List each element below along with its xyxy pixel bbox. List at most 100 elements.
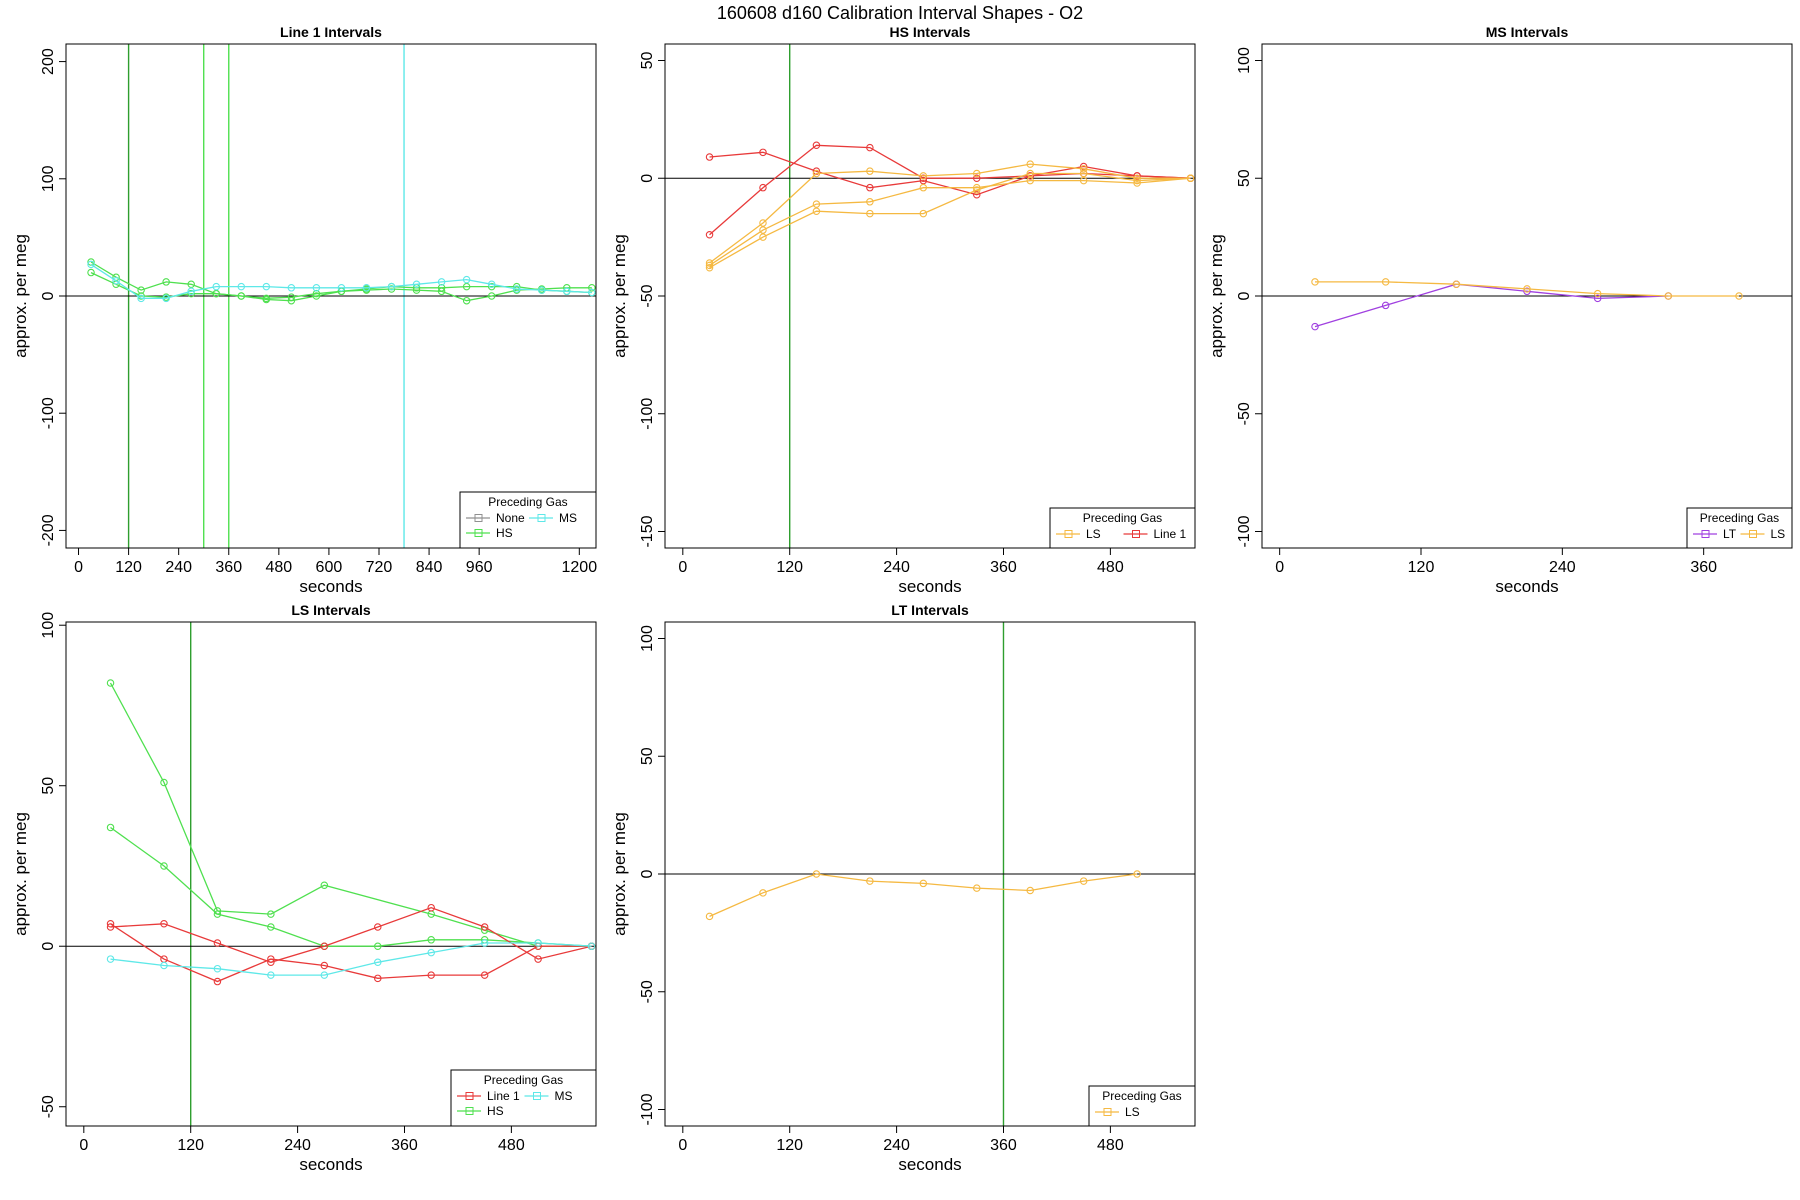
data-point (462, 296, 471, 305)
data-point (588, 284, 596, 292)
data-point (973, 186, 981, 194)
data-point (1133, 179, 1141, 187)
plot-frame (664, 43, 1196, 549)
data-point (1026, 886, 1034, 895)
data-point (320, 881, 329, 889)
x-tick-label: 720 (366, 559, 393, 576)
data-point (866, 209, 874, 218)
series-line (110, 942, 592, 976)
x-tick-label: 0 (678, 1137, 687, 1154)
x-tick-label: 240 (165, 559, 192, 576)
data-point (534, 939, 542, 947)
series-line (110, 907, 592, 963)
data-point (1133, 172, 1141, 180)
data-point (160, 961, 168, 970)
data-point (106, 679, 115, 687)
legend-title: Preceding Gas (1102, 1089, 1181, 1103)
legend-entry: MS (524, 1089, 573, 1103)
plot-area (665, 622, 1195, 1126)
y-tick-label: 0 (1236, 291, 1253, 300)
data-point (106, 955, 115, 963)
data-point (320, 971, 329, 979)
legend-label: LS (1086, 527, 1101, 541)
y-tick-label: 100 (40, 612, 57, 639)
data-point (427, 903, 435, 912)
data-point (287, 284, 296, 292)
legend-title: Preceding Gas (1700, 511, 1779, 525)
y-tick-label: 100 (40, 165, 57, 192)
plot-area (665, 44, 1195, 548)
data-point (312, 284, 321, 292)
data-point (973, 174, 981, 182)
legend: Preceding Gas LT LS (1686, 507, 1793, 549)
data-point (1311, 278, 1319, 286)
legend-label: LS (1771, 527, 1786, 541)
data-point (1133, 176, 1141, 185)
legend-square-icon (533, 1092, 541, 1100)
data-point (759, 148, 767, 157)
data-point (866, 167, 874, 175)
data-point (759, 219, 767, 227)
y-tick-label: 100 (1236, 47, 1253, 74)
legend-square-icon (1103, 1108, 1112, 1116)
x-tick-label: 120 (776, 559, 803, 576)
x-tick-label: 360 (990, 559, 1017, 576)
data-point (866, 198, 874, 206)
data-point (106, 920, 115, 928)
data-point (320, 961, 329, 970)
data-point (287, 296, 296, 305)
legend-square-icon (465, 1107, 474, 1115)
data-point (812, 169, 821, 178)
legend-entry: Line 1 (457, 1089, 520, 1103)
data-point (312, 292, 321, 300)
y-tick-label: -150 (639, 515, 656, 547)
data-point (1523, 285, 1531, 293)
series-line (110, 923, 592, 983)
data-point (320, 942, 329, 950)
series-line (110, 826, 592, 947)
data-point (212, 289, 220, 298)
y-tick-label: -100 (639, 398, 656, 430)
data-point (187, 289, 195, 298)
series-line (90, 263, 592, 299)
y-tick-label: -100 (639, 1093, 656, 1125)
data-point (1735, 292, 1743, 300)
plot-area (1262, 278, 1792, 331)
series-line (1314, 283, 1669, 328)
legend-box (459, 491, 597, 549)
data-point (534, 955, 542, 963)
data-point (106, 823, 115, 832)
y-tick-label: 0 (40, 942, 57, 951)
y-tick-label: 0 (40, 291, 57, 300)
data-point (187, 280, 195, 289)
legend: Preceding Gas Line 1HS MS (450, 1069, 597, 1127)
data-point (213, 939, 222, 947)
x-tick-label: 360 (215, 559, 242, 576)
legend-label: Line 1 (487, 1089, 520, 1103)
data-point (427, 936, 435, 944)
data-point (919, 879, 928, 888)
x-tick-label: 240 (1549, 559, 1576, 576)
panel-1: Line 1 Intervals 0 120 240 360 480 600 720 840 96… (11, 24, 597, 596)
y-tick-label: -200 (40, 514, 57, 546)
legend-label: LS (1125, 1105, 1140, 1119)
figure-title: 160608 d160 Calibration Interval Shapes … (717, 3, 1083, 23)
series-line (709, 163, 1191, 264)
data-point (1381, 301, 1390, 310)
y-axis-title: approx. per meg (610, 812, 629, 936)
legend-square-icon (1701, 530, 1710, 538)
data-point (487, 280, 496, 289)
x-tick-label: 240 (284, 1137, 311, 1154)
x-tick-label: 240 (883, 559, 910, 576)
data-point (267, 910, 275, 918)
panel-title: Line 1 Intervals (280, 24, 382, 40)
legend-box (450, 1069, 597, 1127)
data-point (919, 176, 928, 185)
data-point (1079, 169, 1088, 178)
data-point (866, 877, 874, 885)
y-tick-label: 50 (639, 51, 656, 69)
data-point (462, 275, 471, 284)
data-point (437, 278, 446, 286)
